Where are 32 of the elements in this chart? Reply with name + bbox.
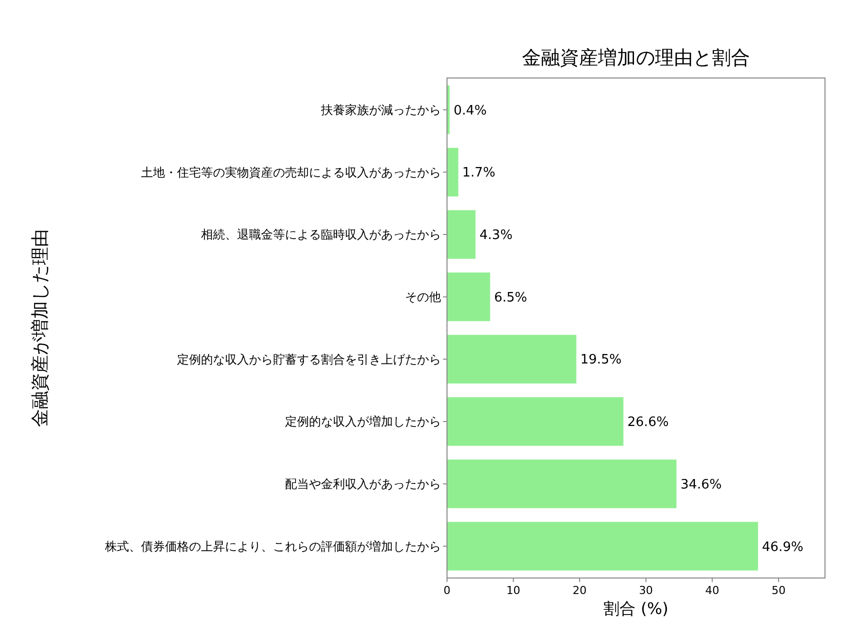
bar bbox=[447, 522, 758, 571]
data-label: 19.5% bbox=[580, 352, 622, 368]
x-tick-label: 0 bbox=[444, 584, 450, 597]
y-tick-label: 定例的な収入が増加したから bbox=[285, 414, 441, 429]
data-label: 26.6% bbox=[627, 415, 669, 430]
x-tick-label: 40 bbox=[705, 584, 720, 597]
y-axis-title: 金融資産が増加した理由 bbox=[30, 229, 51, 427]
data-label: 0.4% bbox=[454, 103, 487, 118]
y-tick-label: 土地・住宅等の実物資産の売却による収入があったから bbox=[141, 165, 441, 180]
y-tick-label: 扶養家族が減ったから bbox=[320, 102, 441, 117]
x-tick-label: 10 bbox=[506, 584, 520, 597]
data-label: 4.3% bbox=[480, 228, 513, 244]
data-label: 1.7% bbox=[462, 166, 496, 181]
bar bbox=[447, 210, 476, 259]
x-tick-label: 20 bbox=[572, 584, 587, 597]
bar bbox=[447, 148, 458, 196]
data-label: 6.5% bbox=[494, 290, 528, 306]
y-tick-label: 配当や金利収入があったから bbox=[285, 477, 441, 492]
bar bbox=[447, 397, 624, 446]
data-label: 34.6% bbox=[680, 477, 722, 492]
y-tick-label: 株式、債券価格の上昇により、これらの評価額が増加したから bbox=[104, 539, 441, 554]
data-label: 46.9% bbox=[762, 540, 804, 555]
y-tick-label: その他 bbox=[405, 290, 441, 304]
bar bbox=[447, 334, 576, 384]
x-tick-label: 50 bbox=[772, 584, 786, 597]
x-tick-label: 30 bbox=[638, 584, 653, 597]
bar bbox=[447, 460, 676, 508]
y-tick-label: 相続、退職金等による臨時収入があったから bbox=[201, 228, 441, 242]
y-tick-label: 定例的な収入から貯蓄する割合を引き上げたから bbox=[177, 352, 441, 366]
x-axis-title: 割合 (%) bbox=[604, 599, 668, 618]
chart-title: 金融資産増加の理由と割合 bbox=[522, 47, 750, 69]
bar bbox=[447, 272, 490, 322]
